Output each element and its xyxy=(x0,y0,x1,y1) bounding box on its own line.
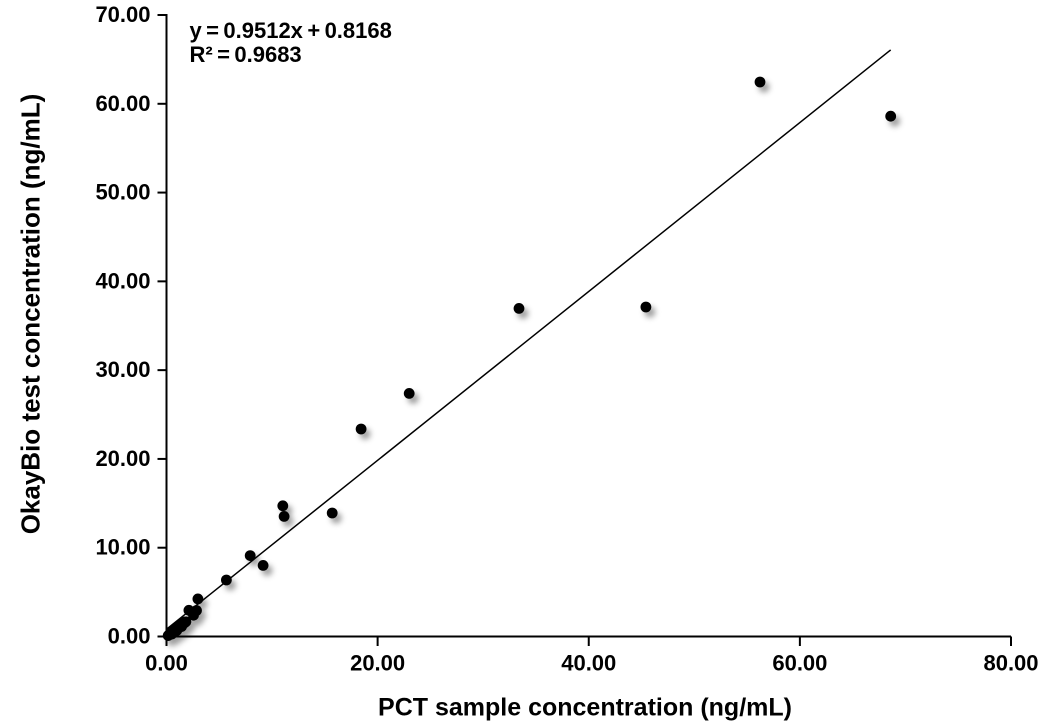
svg-text:40.00: 40.00 xyxy=(95,268,150,293)
svg-text:OkayBio test concentration (ng: OkayBio test concentration (ng/mL) xyxy=(16,94,46,535)
svg-text:60.00: 60.00 xyxy=(772,651,827,676)
svg-text:30.00: 30.00 xyxy=(95,357,150,382)
svg-text:50.00: 50.00 xyxy=(95,180,150,205)
svg-text:y = 0.9512x + 0.8168: y = 0.9512x + 0.8168 xyxy=(190,18,392,43)
svg-text:20.00: 20.00 xyxy=(350,651,405,676)
svg-text:80.00: 80.00 xyxy=(983,651,1038,676)
svg-text:60.00: 60.00 xyxy=(95,91,150,116)
svg-text:40.00: 40.00 xyxy=(561,651,616,676)
svg-text:R² = 0.9683: R² = 0.9683 xyxy=(190,42,302,67)
svg-text:0.00: 0.00 xyxy=(108,624,151,649)
svg-text:20.00: 20.00 xyxy=(95,446,150,471)
svg-text:10.00: 10.00 xyxy=(95,535,150,560)
svg-text:0.00: 0.00 xyxy=(145,651,188,676)
svg-text:70.00: 70.00 xyxy=(95,2,150,27)
svg-text:PCT sample concentration (ng/m: PCT sample concentration (ng/mL) xyxy=(378,694,792,722)
